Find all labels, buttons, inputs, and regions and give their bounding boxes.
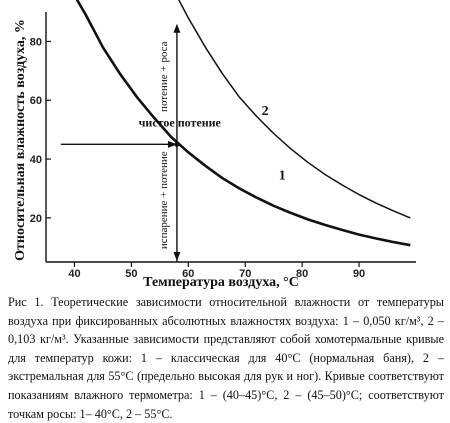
y-tick-label: 40: [30, 154, 42, 166]
x-tick-label: 90: [353, 268, 365, 280]
clean-sweat-label: чистое потение: [139, 116, 222, 130]
curve-2-label: 2: [262, 104, 269, 119]
intersection-point: [174, 141, 180, 147]
y-axis-title: Относительная влажность воздуха, %: [13, 19, 28, 261]
y-tick-label: 20: [30, 213, 42, 225]
arrow-down-head: [173, 252, 181, 261]
x-tick-label: 60: [182, 268, 194, 280]
annotations: чистое потение потение + роса испарение + …: [60, 23, 286, 262]
y-tick-label: 80: [30, 36, 42, 48]
curve-1-label: 1: [279, 169, 286, 184]
x-tick-label: 70: [239, 268, 251, 280]
x-tick-label: 80: [296, 268, 308, 280]
curve-1: [75, 0, 411, 247]
arrow-up-head: [173, 23, 181, 33]
y-tick-label: 60: [30, 95, 42, 107]
axis-ticks: 40 50 60 70 80 90 20 40 60 80: [30, 36, 365, 280]
clean-sweat-arrow-head: [167, 140, 177, 148]
x-tick-label: 50: [125, 268, 137, 280]
figure-caption: Рис 1. Теоретические зависимости относит…: [8, 295, 444, 421]
evap-sweat-label: испарение + потение: [158, 151, 170, 249]
curves: [75, 0, 411, 247]
sweat-dew-label: потение + роса: [158, 41, 170, 112]
humidity-chart: 40 50 60 70 80 90 20 40 60 80 чистое потение потен…: [13, 0, 416, 290]
x-axis-title: Температура воздуха, °C: [143, 275, 299, 290]
x-tick-label: 40: [68, 268, 80, 280]
curve-2: [178, 0, 411, 219]
